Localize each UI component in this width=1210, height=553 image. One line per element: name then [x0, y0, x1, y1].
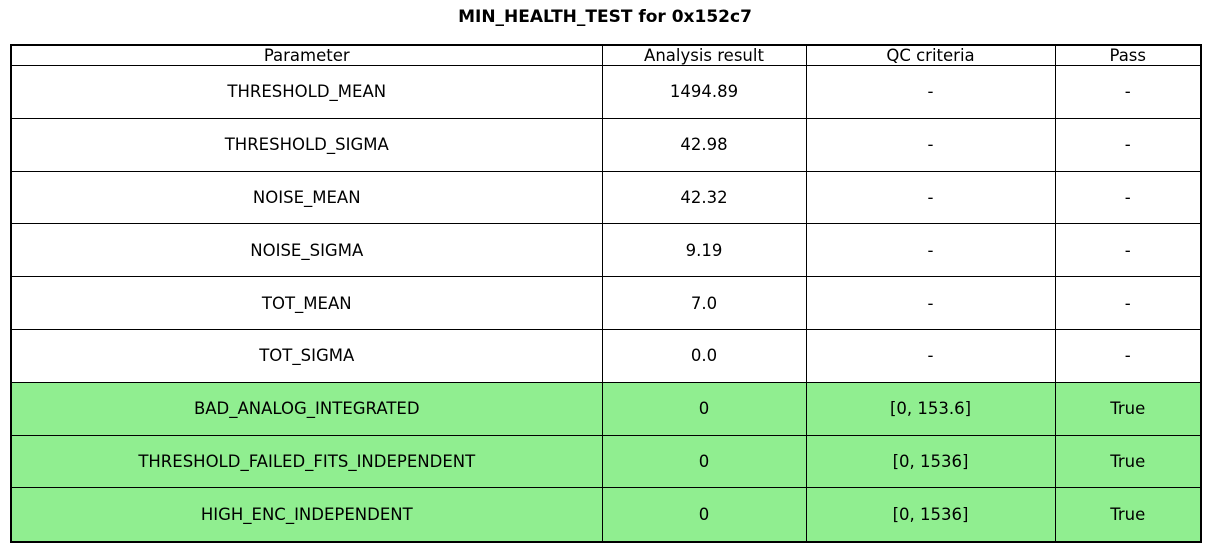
table-row: TOT_MEAN 7.0 - - — [10, 276, 1202, 330]
cell-qc-criteria: - — [805, 117, 1056, 172]
table-header-row: Parameter Analysis result QC criteria Pa… — [10, 44, 1202, 66]
table-row: NOISE_SIGMA 9.19 - - — [10, 223, 1202, 278]
cell-parameter: THRESHOLD_SIGMA — [10, 117, 603, 172]
cell-pass: - — [1054, 170, 1202, 225]
table-row: THRESHOLD_MEAN 1494.89 - - — [10, 65, 1202, 119]
cell-pass: - — [1054, 65, 1202, 119]
qc-results-table: Parameter Analysis result QC criteria Pa… — [10, 44, 1202, 543]
cell-qc-criteria: [0, 1536] — [805, 434, 1056, 489]
cell-parameter: TOT_MEAN — [10, 276, 603, 330]
cell-qc-criteria: - — [805, 223, 1056, 278]
cell-parameter: NOISE_SIGMA — [10, 223, 603, 278]
chart-title: MIN_HEALTH_TEST for 0x152c7 — [458, 7, 752, 27]
cell-parameter: TOT_SIGMA — [10, 328, 603, 383]
cell-pass: True — [1054, 487, 1202, 543]
cell-parameter: BAD_ANALOG_INTEGRATED — [10, 381, 603, 436]
cell-parameter: THRESHOLD_FAILED_FITS_INDEPENDENT — [10, 434, 603, 489]
cell-parameter: THRESHOLD_MEAN — [10, 65, 603, 119]
cell-parameter: NOISE_MEAN — [10, 170, 603, 225]
cell-qc-criteria: [0, 1536] — [805, 487, 1056, 543]
cell-analysis-result: 0 — [601, 487, 807, 543]
cell-pass: True — [1054, 434, 1202, 489]
cell-pass: - — [1054, 117, 1202, 172]
column-header-parameter: Parameter — [10, 44, 603, 66]
cell-analysis-result: 42.98 — [601, 117, 807, 172]
cell-qc-criteria: - — [805, 65, 1056, 119]
cell-analysis-result: 42.32 — [601, 170, 807, 225]
column-header-analysis-result: Analysis result — [601, 44, 807, 66]
cell-parameter: HIGH_ENC_INDEPENDENT — [10, 487, 603, 543]
cell-qc-criteria: - — [805, 276, 1056, 330]
cell-pass: True — [1054, 381, 1202, 436]
cell-qc-criteria: - — [805, 170, 1056, 225]
table-row-highlighted: THRESHOLD_FAILED_FITS_INDEPENDENT 0 [0, … — [10, 434, 1202, 489]
cell-pass: - — [1054, 276, 1202, 330]
cell-pass: - — [1054, 328, 1202, 383]
cell-analysis-result: 0.0 — [601, 328, 807, 383]
table-row: NOISE_MEAN 42.32 - - — [10, 170, 1202, 225]
cell-analysis-result: 7.0 — [601, 276, 807, 330]
table-row: THRESHOLD_SIGMA 42.98 - - — [10, 117, 1202, 172]
cell-qc-criteria: [0, 153.6] — [805, 381, 1056, 436]
cell-pass: - — [1054, 223, 1202, 278]
column-header-qc-criteria: QC criteria — [805, 44, 1056, 66]
column-header-pass: Pass — [1054, 44, 1202, 66]
table-row-highlighted: BAD_ANALOG_INTEGRATED 0 [0, 153.6] True — [10, 381, 1202, 436]
cell-analysis-result: 0 — [601, 434, 807, 489]
cell-analysis-result: 0 — [601, 381, 807, 436]
cell-analysis-result: 1494.89 — [601, 65, 807, 119]
cell-qc-criteria: - — [805, 328, 1056, 383]
table-row: TOT_SIGMA 0.0 - - — [10, 328, 1202, 383]
cell-analysis-result: 9.19 — [601, 223, 807, 278]
table-row-highlighted: HIGH_ENC_INDEPENDENT 0 [0, 1536] True — [10, 487, 1202, 543]
